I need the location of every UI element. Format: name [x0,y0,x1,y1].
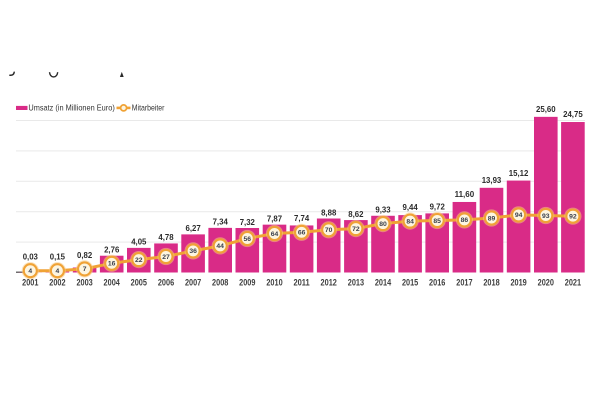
svg-text:27: 27 [162,254,170,261]
svg-text:9,72: 9,72 [430,201,445,211]
svg-text:16: 16 [108,261,116,268]
svg-text:2010: 2010 [266,277,282,288]
svg-text:2001: 2001 [22,277,39,288]
svg-text:24,75: 24,75 [563,109,583,119]
svg-text:4: 4 [56,268,60,275]
svg-text:25,60: 25,60 [536,104,556,114]
svg-text:2015: 2015 [402,277,419,288]
svg-text:2008: 2008 [212,277,228,288]
svg-text:8,62: 8,62 [348,209,363,219]
svg-text:2002: 2002 [49,277,65,288]
svg-text:7,74: 7,74 [294,213,309,223]
svg-text:2007: 2007 [185,277,201,288]
svg-text:2014: 2014 [375,277,392,288]
svg-text:36: 36 [189,248,197,255]
svg-text:2009: 2009 [239,277,255,288]
svg-text:2017: 2017 [456,277,472,288]
svg-text:2004: 2004 [104,277,121,288]
svg-text:7,87: 7,87 [267,214,282,224]
svg-text:2012: 2012 [321,277,337,288]
svg-text:6,27: 6,27 [186,223,201,233]
svg-text:Umsatz (in Millionen Euro): Umsatz (in Millionen Euro) [28,103,115,113]
svg-text:86: 86 [461,217,469,224]
svg-text:66: 66 [298,230,306,237]
svg-text:0,15: 0,15 [50,252,65,262]
svg-text:92: 92 [569,214,577,221]
svg-text:56: 56 [244,236,252,243]
svg-text:4,78: 4,78 [158,232,173,242]
svg-text:9,33: 9,33 [375,205,390,215]
svg-text:Mitarbeiter: Mitarbeiter [132,103,165,113]
svg-text:4,05: 4,05 [131,237,146,247]
svg-text:72: 72 [352,226,360,233]
svg-text:8,88: 8,88 [321,207,336,217]
svg-text:2019: 2019 [510,277,526,288]
svg-text:15,12: 15,12 [509,168,529,178]
svg-text:89: 89 [488,215,496,222]
svg-text:84: 84 [406,218,414,225]
svg-text:44: 44 [216,243,224,250]
svg-text:2016: 2016 [429,277,445,288]
svg-text:2005: 2005 [131,277,148,288]
svg-text:2018: 2018 [483,277,499,288]
svg-text:2020: 2020 [538,277,554,288]
svg-text:7,34: 7,34 [213,217,228,227]
svg-text:94: 94 [515,212,523,219]
svg-text:2006: 2006 [158,277,174,288]
svg-text:0,82: 0,82 [77,250,92,260]
svg-text:2021: 2021 [565,277,582,288]
svg-text:93: 93 [542,213,550,220]
svg-text:64: 64 [271,231,279,238]
svg-text:2003: 2003 [76,277,92,288]
svg-text:0,03: 0,03 [23,252,38,262]
svg-text:7: 7 [83,266,87,273]
svg-text:85: 85 [433,218,441,225]
svg-text:22: 22 [135,257,143,264]
svg-text:9,44: 9,44 [403,202,418,212]
svg-text:7,32: 7,32 [240,217,255,227]
svg-text:2011: 2011 [293,277,310,288]
svg-text:80: 80 [379,221,387,228]
svg-text:70: 70 [325,227,333,234]
svg-text:13,93: 13,93 [482,175,502,185]
svg-text:2013: 2013 [348,277,364,288]
svg-text:4: 4 [28,268,32,275]
svg-text:11,60: 11,60 [455,189,475,199]
svg-text:2,76: 2,76 [104,245,119,255]
